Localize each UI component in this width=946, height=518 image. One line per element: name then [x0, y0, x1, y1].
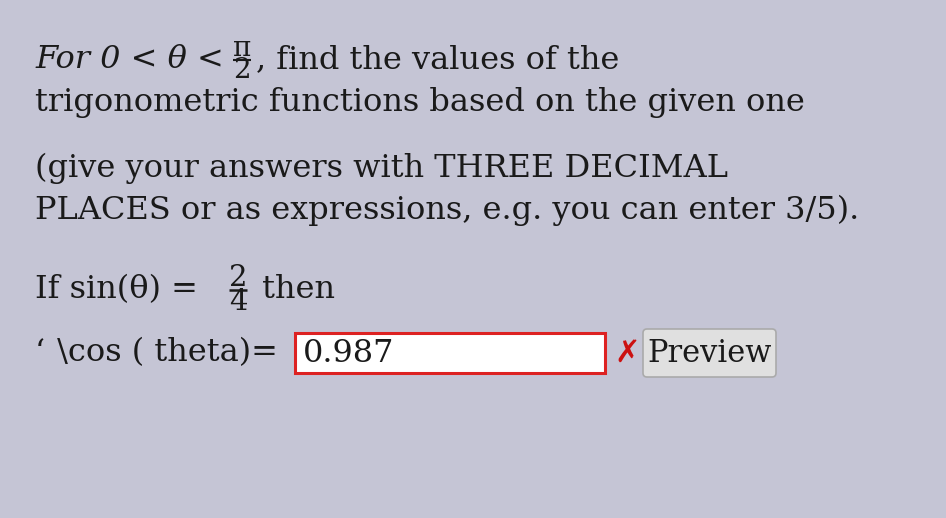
Text: For 0 < θ <: For 0 < θ < [35, 45, 234, 76]
Text: \cos ( theta)=: \cos ( theta)= [47, 338, 288, 368]
Text: then: then [252, 275, 335, 306]
Text: π: π [233, 36, 251, 63]
Text: If sin(θ) =: If sin(θ) = [35, 275, 208, 306]
Text: PLACES or as expressions, e.g. you can enter 3/5).: PLACES or as expressions, e.g. you can e… [35, 194, 859, 226]
Text: (give your answers with THREE DECIMAL: (give your answers with THREE DECIMAL [35, 152, 728, 183]
Text: 4: 4 [229, 288, 247, 316]
FancyBboxPatch shape [643, 329, 776, 377]
Text: Preview: Preview [647, 338, 772, 368]
Text: trigonometric functions based on the given one: trigonometric functions based on the giv… [35, 88, 805, 119]
Text: ‘: ‘ [35, 338, 45, 368]
FancyBboxPatch shape [295, 333, 605, 373]
Text: 2: 2 [229, 264, 247, 292]
Text: ✗: ✗ [614, 338, 639, 367]
Text: 0.987: 0.987 [303, 338, 394, 368]
Text: , find the values of the: , find the values of the [256, 45, 620, 76]
Text: 2: 2 [233, 57, 251, 84]
